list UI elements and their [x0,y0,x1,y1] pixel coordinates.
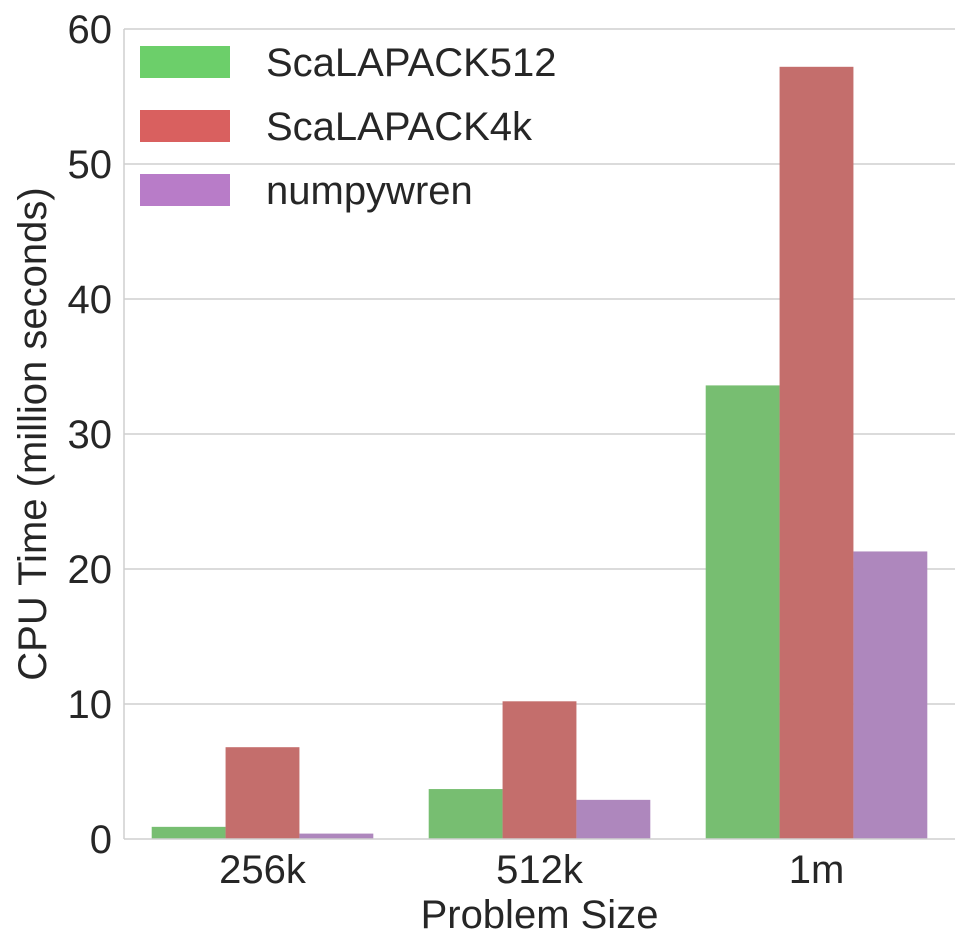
bar-scalapack512-1m [705,385,780,839]
bar-numpywren-512k [576,799,651,839]
bar-scalapack4k-512k [502,701,577,839]
bar-scalapack512-512k [428,789,503,839]
bar-scalapack4k-256k [225,747,300,839]
legend-swatch-scalapack512 [140,46,230,78]
y-tick-label: 60 [68,8,113,52]
bar-numpywren-1m [853,551,928,839]
y-tick-label: 10 [68,683,113,727]
legend: ScaLAPACK512 ScaLAPACK4k numpywren [140,41,557,213]
legend-label-numpywren: numpywren [266,169,473,213]
y-tick-label: 0 [90,818,112,862]
y-tick-label: 40 [68,278,113,322]
bar-numpywren-256k [299,833,374,839]
x-tick-label: 1m [789,848,845,892]
tick-labels: 0 10 20 30 40 50 60 256k 512k 1m [68,8,845,892]
legend-swatch-numpywren [140,174,230,206]
bars [151,66,928,840]
bar-scalapack512-256k [151,826,226,839]
y-tick-label: 30 [68,413,113,457]
x-tick-label: 256k [219,848,307,892]
y-axis-title: CPU Time (million seconds) [11,187,55,680]
axes [123,29,955,840]
legend-label-scalapack512: ScaLAPACK512 [266,41,557,85]
x-axis-title: Problem Size [421,893,659,937]
legend-label-scalapack4k: ScaLAPACK4k [266,105,533,149]
legend-swatch-scalapack4k [140,110,230,142]
y-tick-label: 20 [68,548,113,592]
x-tick-label: 512k [496,848,584,892]
bar-scalapack4k-1m [779,66,854,840]
y-tick-label: 50 [68,143,113,187]
